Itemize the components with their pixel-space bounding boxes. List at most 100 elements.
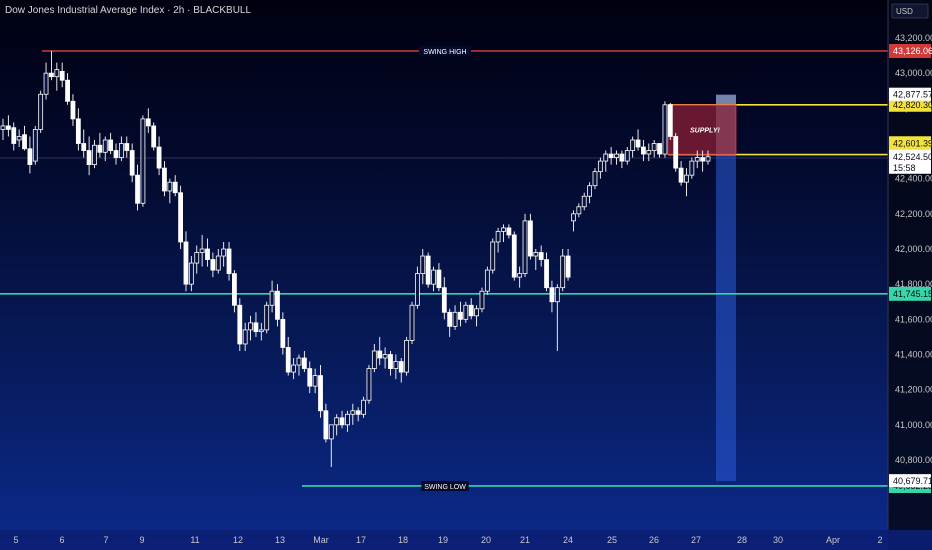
x-tick-label: 26	[649, 535, 659, 545]
candle-body	[366, 368, 372, 401]
y-tick-label: 42,000.00	[895, 244, 932, 254]
candle-body	[463, 304, 469, 320]
level-price-text: 41,745.15	[893, 289, 932, 299]
projection-rect	[716, 94, 736, 482]
price-tag	[889, 149, 931, 163]
candle-body	[183, 241, 189, 285]
price-tag-text: 42,524.50	[893, 152, 932, 162]
levels: SWING HIGH SWING LOW	[0, 46, 888, 491]
x-tick-label: 18	[398, 535, 408, 545]
candle-body	[140, 118, 146, 204]
y-tick-label: 41,800.00	[895, 279, 932, 289]
price-axis-bg	[888, 0, 932, 550]
candle-body	[404, 340, 410, 373]
candle-body	[258, 329, 264, 333]
candle-body	[264, 304, 270, 331]
candle-body	[458, 311, 463, 320]
candle-body	[667, 104, 673, 137]
candle-body	[345, 413, 350, 426]
level-price-text: 43,126.06	[893, 46, 932, 56]
candle-body	[678, 167, 684, 183]
y-tick-label: 43,000.00	[895, 68, 932, 78]
candle-body	[194, 252, 200, 264]
candle-body	[226, 248, 232, 275]
candle-body	[5, 125, 11, 130]
candle-body	[70, 100, 76, 120]
candle-body	[388, 354, 393, 369]
supply-zone: SUPPLY!	[667, 104, 737, 156]
candle-body	[495, 231, 501, 243]
candle-body	[549, 287, 555, 303]
candle-body	[511, 234, 517, 278]
candle-body	[382, 354, 388, 359]
level-price-tag	[889, 97, 931, 112]
candle-body	[323, 410, 329, 440]
price-tag-text: 42,601.39	[893, 138, 932, 148]
candle-body	[49, 72, 54, 78]
price-labels: 43,126.0641,745.1540,652.2342,820.3042,5…	[889, 44, 932, 493]
candle-body	[145, 118, 151, 127]
x-tick-label: 17	[356, 535, 366, 545]
candle-body	[156, 146, 162, 169]
candle-body	[280, 318, 286, 348]
candle-body	[673, 136, 679, 169]
supply-label: SUPPLY!	[690, 128, 720, 135]
candle-body	[484, 269, 490, 292]
candle-body	[172, 181, 178, 194]
candle-body	[651, 143, 657, 151]
candle-body	[178, 192, 183, 243]
price-tag-text: 40,679.71	[893, 476, 932, 486]
candle-body	[102, 139, 108, 153]
x-tick-label: 27	[691, 535, 701, 545]
price-tag	[889, 136, 931, 150]
level-label-bg	[421, 480, 469, 491]
candle-body	[97, 144, 103, 153]
candle-body	[86, 150, 92, 166]
candle-body	[544, 259, 549, 289]
candle-body	[151, 125, 157, 148]
x-tick-label: 12	[233, 535, 243, 545]
candle-body	[452, 311, 458, 327]
candle-body	[689, 160, 695, 176]
candle-body	[431, 269, 436, 285]
candle-body	[307, 368, 313, 387]
candle-body	[350, 410, 356, 415]
candle-body	[393, 361, 399, 369]
candle-body	[361, 399, 366, 415]
x-tick-label: 30	[773, 535, 783, 545]
candle-body	[533, 252, 539, 257]
candle-body	[113, 150, 119, 158]
candle-body	[614, 153, 619, 158]
candle-body	[188, 262, 194, 285]
candle-body	[501, 227, 506, 232]
candle-body	[646, 150, 652, 155]
y-tick-label: 42,200.00	[895, 209, 932, 219]
x-axis-ticks: 5 6 7 9 11 12 13 Mar 17 18 19 20 21 24 25 26 27 28 30 Apr 2	[13, 535, 882, 545]
time-axis-bg	[0, 530, 932, 550]
currency-label: USD	[896, 7, 913, 16]
candle-body	[312, 375, 318, 387]
candle-body	[334, 417, 340, 426]
candle-body	[592, 171, 598, 187]
candle-body	[242, 329, 248, 345]
candle-body	[296, 357, 302, 366]
candle-body	[425, 255, 431, 285]
level-price-tag	[889, 44, 931, 59]
candle-body	[108, 139, 114, 151]
candle-body	[318, 375, 323, 412]
candle-body	[705, 156, 711, 162]
candle-body	[576, 206, 582, 215]
x-tick-label: 28	[737, 535, 747, 545]
candle-body	[43, 72, 49, 95]
candle-body	[398, 361, 404, 373]
candle-body	[624, 150, 630, 162]
y-tick-label: 42,400.00	[895, 174, 932, 184]
candle-body	[339, 417, 345, 426]
candle-body	[253, 322, 259, 333]
candle-body	[662, 104, 668, 155]
candle-body	[65, 79, 70, 102]
candle-body	[269, 290, 275, 306]
candle-body	[38, 93, 44, 130]
level-label-bg	[419, 46, 471, 57]
